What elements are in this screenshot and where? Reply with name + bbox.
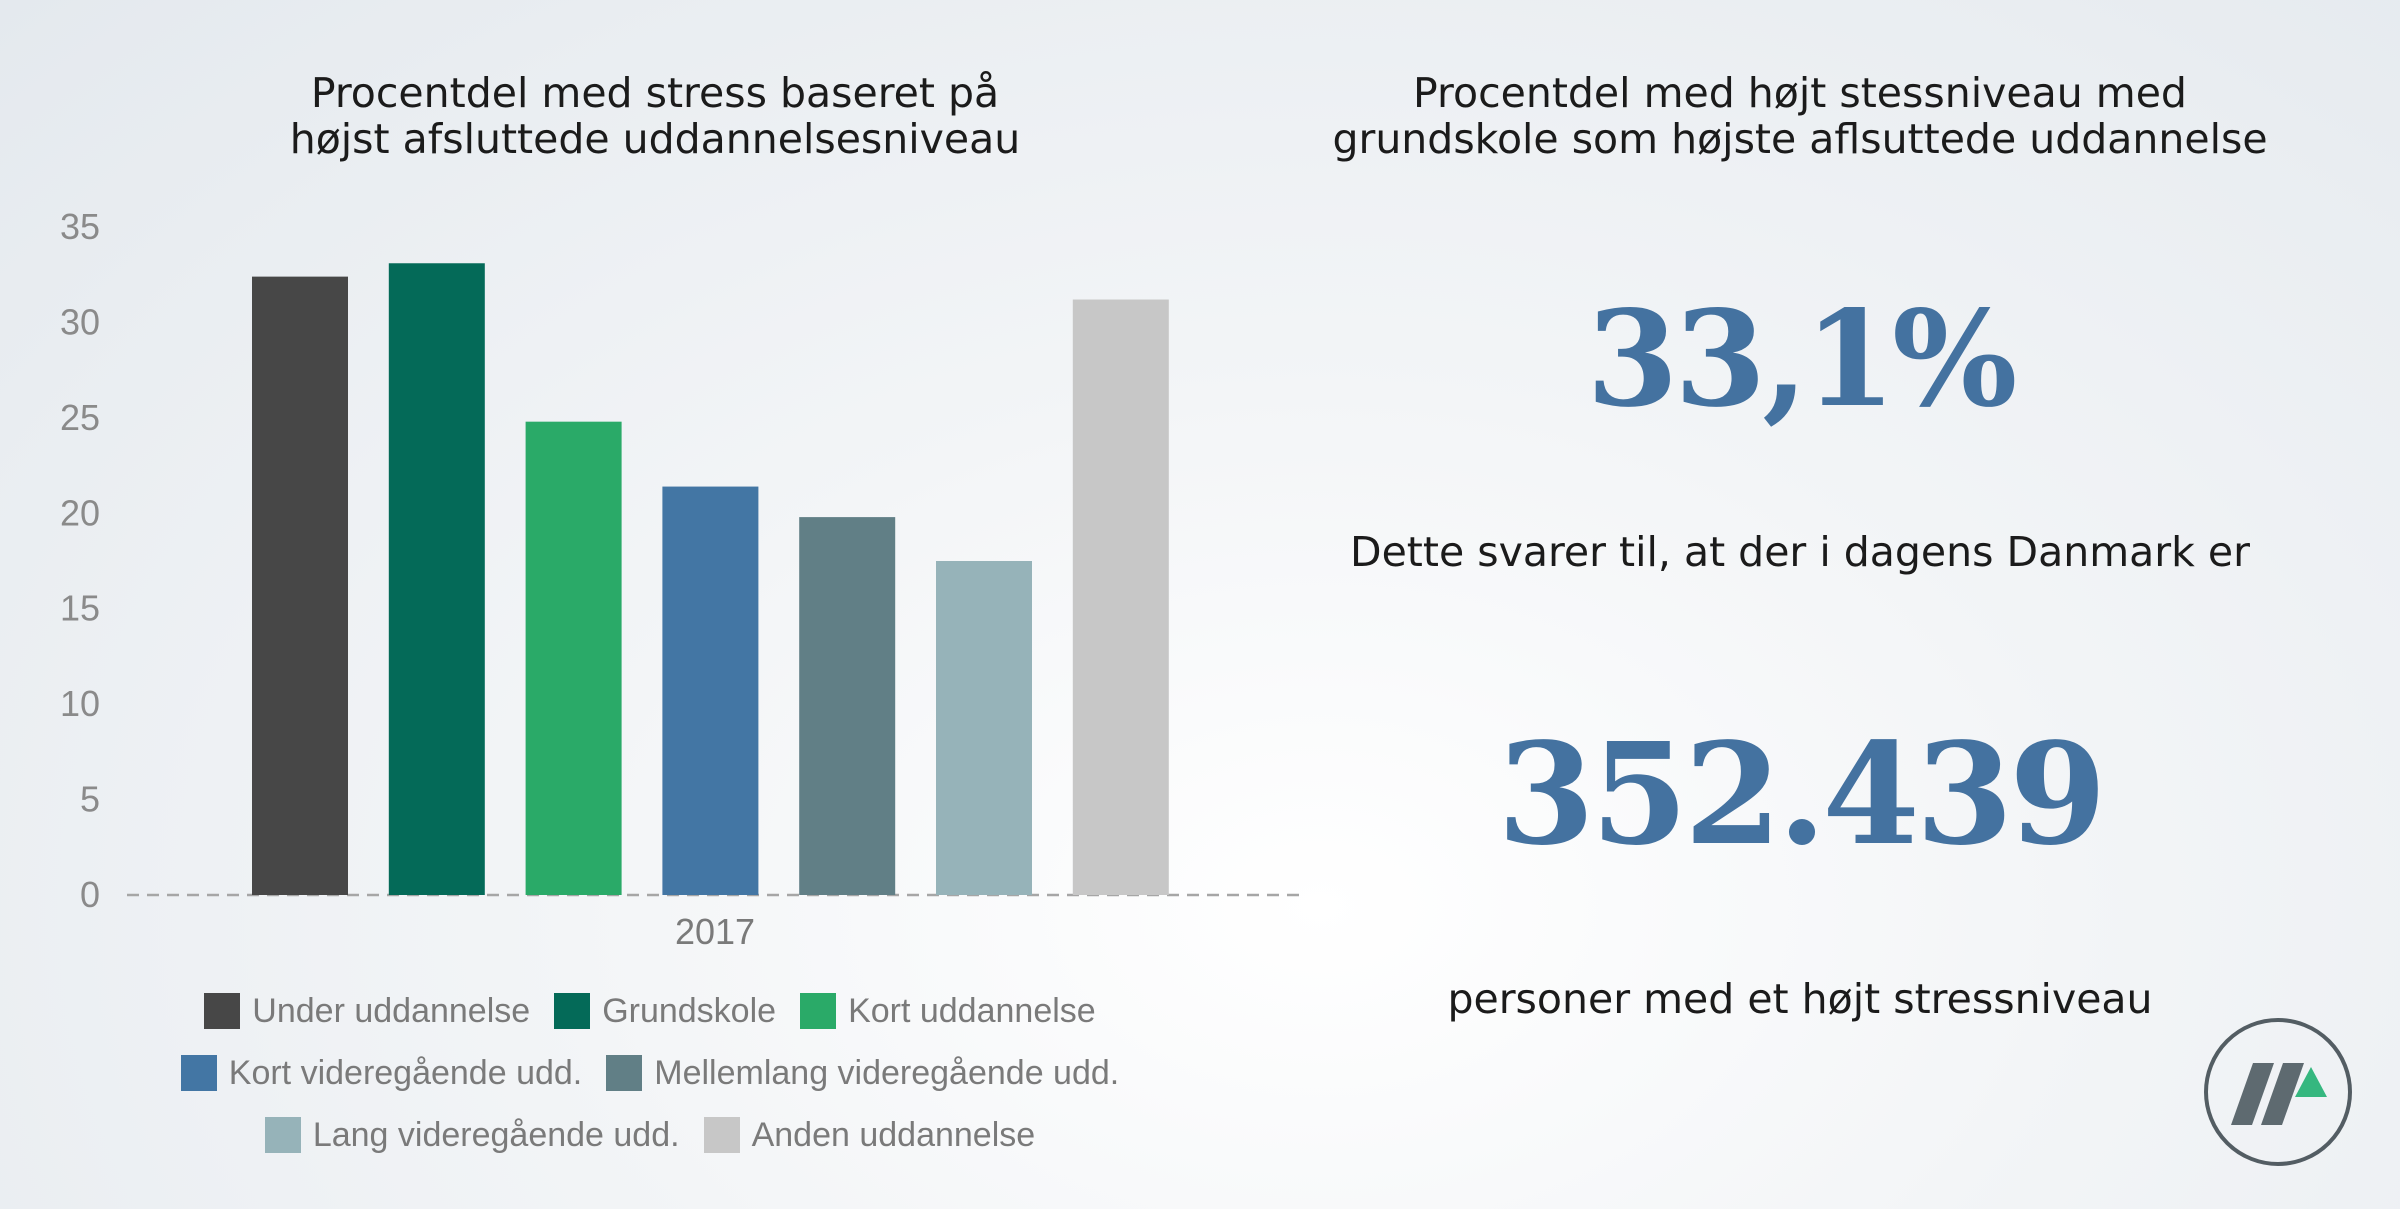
company-logo-icon <box>2204 1018 2352 1166</box>
legend-item: Kort uddannelse <box>800 992 1096 1031</box>
legend-row: Lang videregående udd. Anden uddannelse <box>60 1104 1240 1166</box>
legend-swatch <box>204 993 241 1029</box>
legend-item: Anden uddannelse <box>703 1115 1036 1155</box>
legend-item: Under uddannelse <box>204 992 530 1031</box>
y-tick-label: 10 <box>60 683 100 724</box>
legend-item: Lang videregående udd. <box>264 1115 680 1155</box>
bar-lang-videreg-ende-udd- <box>936 561 1032 895</box>
y-tick-label: 30 <box>60 301 100 342</box>
bar-kort-uddannelse <box>525 421 622 895</box>
bar-kort-videreg-ende-udd- <box>662 486 759 895</box>
chart-legend: Under uddannelse Grundskole Kort uddannels… <box>60 980 1240 1166</box>
y-tick-label: 35 <box>60 206 100 247</box>
legend-label: Mellemlang videregående udd. <box>654 1053 1120 1092</box>
big-percent: 33,1% <box>1586 282 2018 437</box>
legend-label: Kort uddannelse <box>848 991 1096 1030</box>
legend-row: Kort videregående udd. Mellemlang videreg… <box>60 1042 1240 1104</box>
legend-label: Under uddannelse <box>252 991 531 1030</box>
statement-1: Dette svarer til, at der i dagens Danmar… <box>1350 528 2250 576</box>
legend-swatch <box>800 993 837 1029</box>
legend-label: Anden uddannelse <box>751 1115 1036 1154</box>
legend-label: Grundskole <box>602 991 777 1030</box>
right-panel-title: Procentdel med højt stessniveau med grun… <box>1250 70 2350 162</box>
right-title-line-2: grundskole som højste aflsuttede uddanne… <box>1332 115 2268 163</box>
legend-item: Kort videregående udd. <box>180 1053 583 1093</box>
chart-title: Procentdel med stress baseret på højst a… <box>130 70 1180 162</box>
y-tick-label: 0 <box>80 874 100 915</box>
legend-label: Kort videregående udd. <box>228 1053 583 1092</box>
statement-2: personer med et højt stressniveau <box>1447 975 2153 1023</box>
legend-swatch <box>703 1117 740 1153</box>
legend-swatch <box>180 1055 217 1091</box>
bar-grundskole <box>388 263 485 896</box>
legend-row: Under uddannelse Grundskole Kort uddannels… <box>60 980 1240 1042</box>
legend-swatch <box>554 993 591 1029</box>
bar-chart: 0 5 10 15 20 25 30 35 2017 <box>60 206 1300 952</box>
x-category-label: 2017 <box>675 911 755 952</box>
chart-title-line-1: Procentdel med stress baseret på <box>310 69 1000 117</box>
bar-mellemlang-videreg-ende-udd- <box>799 517 896 895</box>
y-tick-label: 25 <box>60 397 100 438</box>
right-title-line-1: Procentdel med højt stessniveau med <box>1413 69 2187 117</box>
y-tick-label: 15 <box>60 588 100 629</box>
legend-item: Mellemlang videregående udd. <box>606 1054 1119 1093</box>
y-tick-label: 5 <box>80 779 100 820</box>
chart-title-line-2: højst afsluttede uddannelsesniveau <box>289 115 1021 163</box>
big-count: 352.439 <box>1497 713 2106 877</box>
legend-swatch <box>606 1055 643 1091</box>
legend-label: Lang videregående udd. <box>312 1115 680 1154</box>
bar-under-uddannelse <box>252 276 348 895</box>
legend-item: Grundskole <box>554 992 776 1031</box>
legend-swatch <box>264 1117 301 1153</box>
y-tick-label: 20 <box>60 492 100 533</box>
bar-anden-uddannelse <box>1072 299 1169 895</box>
